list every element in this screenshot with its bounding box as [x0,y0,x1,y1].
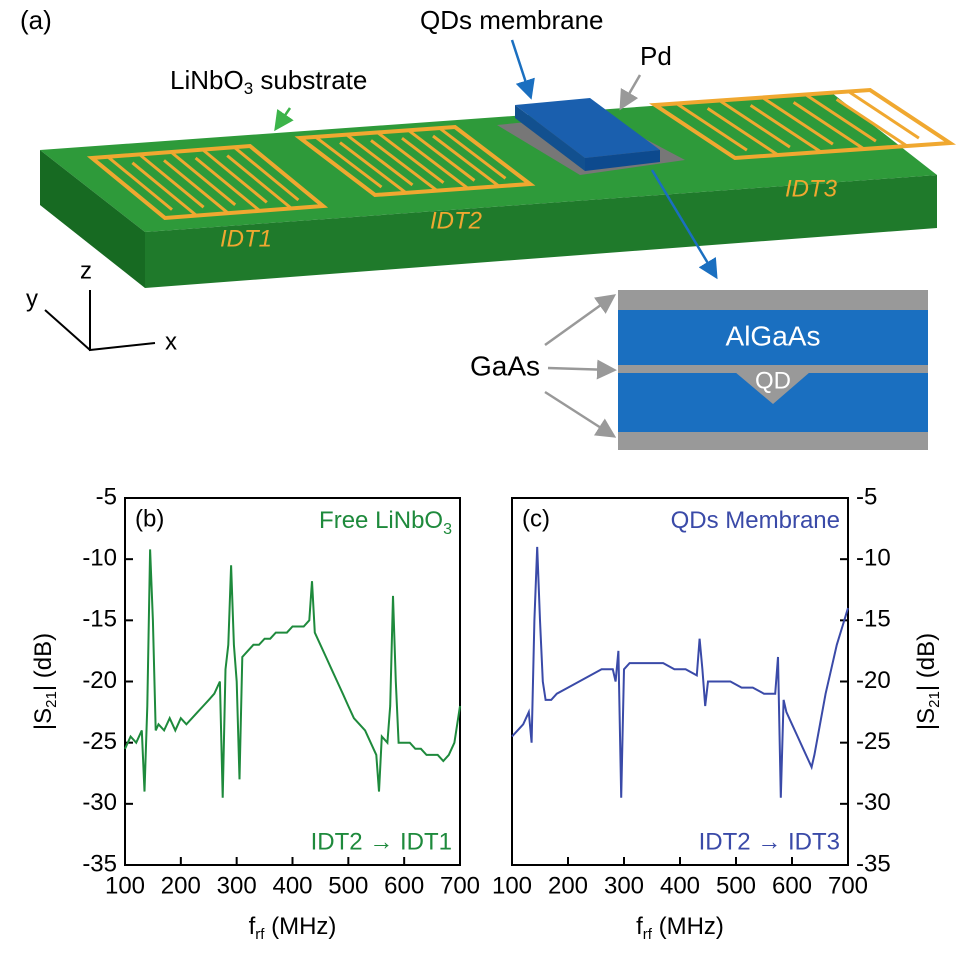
x-tick-label: 700 [828,872,868,899]
idt-label: IDT1 [220,225,272,252]
x-tick-label: 700 [440,872,480,899]
x-tick-label: 200 [548,872,588,899]
label: AlGaAs [726,320,821,351]
y-axis-label-part: 21 [926,691,943,708]
x-axis-label-part: (MHz) [652,913,724,940]
axis-glyph-label: x [165,328,177,355]
y-tick-label: -20 [82,667,117,694]
annotation: IDT2 → IDT1 [311,828,452,855]
panel-label: (c) [522,505,550,532]
y-axis-label: |S21| (dB) [30,633,60,730]
y-axis-label-part: |S [913,708,940,730]
label: QD [755,367,791,394]
x-tick-label: 600 [772,872,812,899]
annotation: IDT2 → IDT3 [699,828,840,855]
x-tick-label: 600 [384,872,424,899]
plot-frame [512,498,848,865]
axis-glyph-label: z [80,257,92,284]
idt-label: IDT2 [430,207,482,234]
y-axis-label-part: |S [30,708,57,730]
arrow [277,108,290,127]
label: QDs membrane [420,5,604,35]
x-tick-label: 100 [492,872,532,899]
annotation: QDs Membrane [671,507,840,534]
x-axis-label: frf (MHz) [249,913,337,943]
y-tick-label: -15 [856,606,891,633]
y-tick-label: -20 [856,667,891,694]
y-tick-label: -30 [82,789,117,816]
y-tick-label: -25 [856,728,891,755]
annotation-part: Free LiNbO [319,507,443,534]
y-tick-label: -15 [82,606,117,633]
label: Pd [640,41,672,71]
x-tick-label: 400 [660,872,700,899]
y-axis-label-part: 21 [43,691,60,708]
arrow [622,75,640,106]
y-tick-label: -25 [82,728,117,755]
x-tick-label: 400 [272,872,312,899]
y-axis-label: |S21| (dB) [913,633,943,730]
y-tick-label: -5 [856,483,877,510]
data-line [512,547,848,798]
y-tick-label: -5 [96,483,117,510]
label: LiNbO3 substrate [170,65,367,99]
annotation-part: QDs Membrane [671,507,840,534]
arrow [512,40,530,95]
y-tick-label: -30 [856,789,891,816]
arrow [545,392,612,435]
y-tick-label: -10 [856,545,891,572]
arrow [545,297,612,345]
annotation: Free LiNbO3 [319,507,452,538]
data-line [125,549,460,797]
axis-glyph-label: y [26,285,38,312]
panel-label: (a) [20,5,52,35]
x-tick-label: 300 [604,872,644,899]
plot-frame [125,498,460,865]
y-axis-label-part: | (dB) [913,633,940,691]
panel-label: (b) [135,505,164,532]
device-schematic: (a) QDs membrane Pd LiNbO3 substrate IDT… [20,5,950,450]
axes-glyph [90,290,155,350]
x-axis-label: frf (MHz) [636,913,724,943]
x-tick-label: 200 [161,872,201,899]
x-tick-label: 500 [716,872,756,899]
idt-label: IDT3 [785,175,838,202]
label: GaAs [470,350,540,381]
figure: (a) QDs membrane Pd LiNbO3 substrate IDT… [0,0,961,950]
x-tick-label: 300 [217,872,257,899]
x-axis-label-part: (MHz) [264,913,336,940]
x-tick-label: 100 [105,872,145,899]
annotation-part: 3 [443,521,452,538]
arrow [548,368,612,370]
x-tick-label: 500 [328,872,368,899]
y-tick-label: -10 [82,545,117,572]
y-axis-label-part: | (dB) [30,633,57,691]
axes-glyph [45,310,90,350]
